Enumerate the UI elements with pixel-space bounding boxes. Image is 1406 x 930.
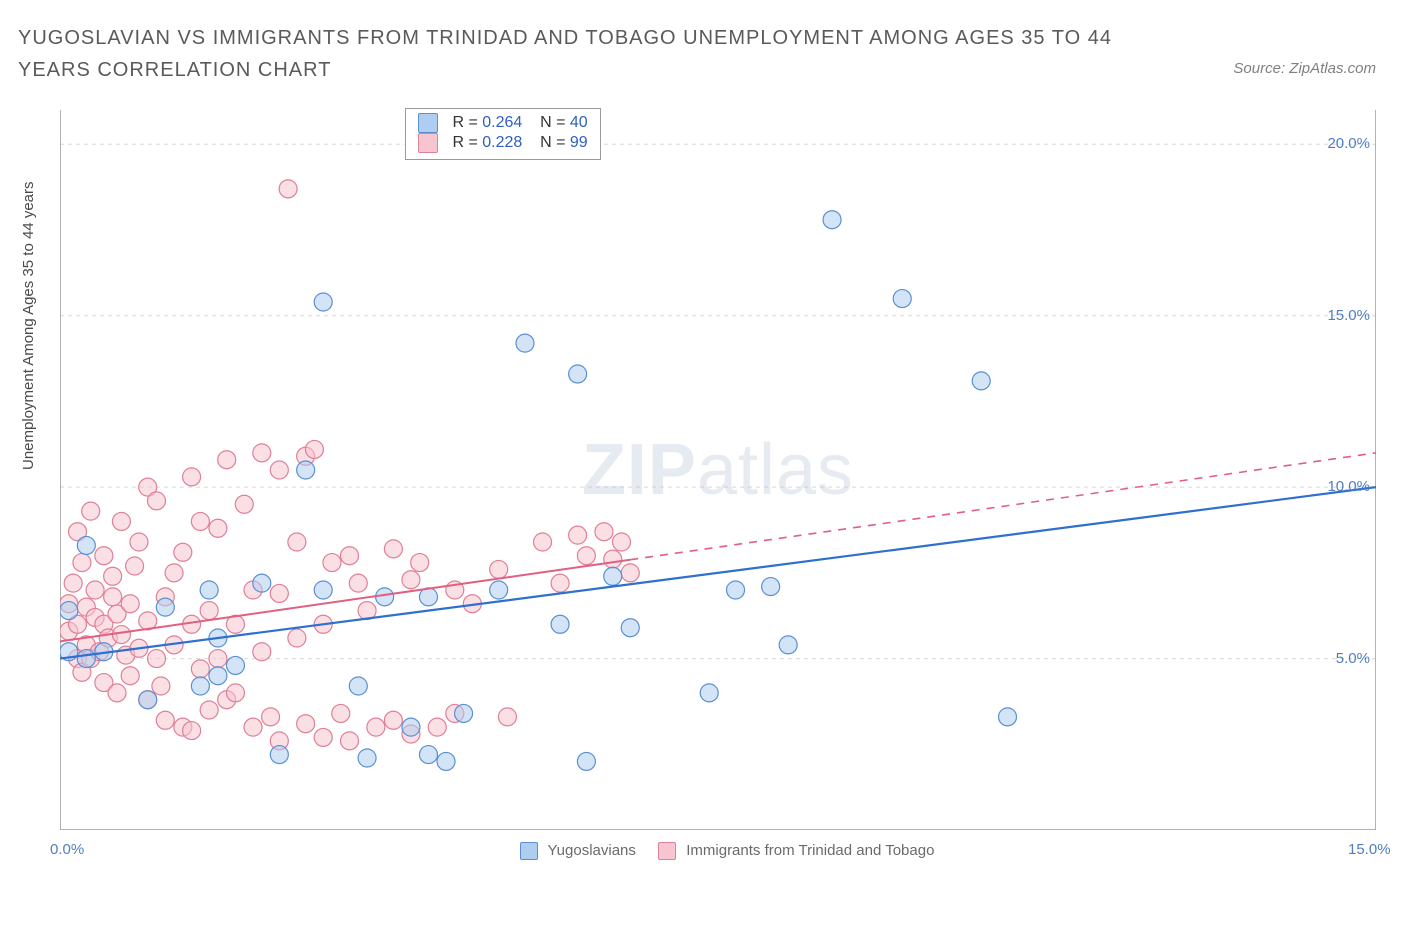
y-tick-label: 10.0%: [1327, 478, 1370, 495]
y-axis-label: Unemployment Among Ages 35 to 44 years: [20, 181, 37, 470]
stats-row-trinidad: R = 0.228 N = 99: [418, 133, 588, 153]
source-label: Source:: [1233, 60, 1285, 77]
swatch-trinidad: [418, 133, 438, 153]
y-tick-label: 5.0%: [1336, 650, 1370, 667]
page: YUGOSLAVIAN VS IMMIGRANTS FROM TRINIDAD …: [0, 0, 1406, 930]
scatter-chart-svg: [60, 110, 1376, 830]
legend-label-yugoslavians: Yugoslavians: [547, 842, 635, 859]
N-label: N =: [540, 114, 565, 131]
legend: Yugoslavians Immigrants from Trinidad an…: [60, 842, 1376, 860]
R-value-yugoslavians: 0.264: [482, 114, 522, 131]
chart-title: YUGOSLAVIAN VS IMMIGRANTS FROM TRINIDAD …: [18, 22, 1118, 86]
y-tick-label: 15.0%: [1327, 307, 1370, 324]
plot-area: ZIPatlas R = 0.264 N = 40 R = 0.228 N = …: [60, 110, 1376, 830]
correlation-stats-box: R = 0.264 N = 40 R = 0.228 N = 99: [405, 108, 601, 160]
R-value-trinidad: 0.228: [482, 134, 522, 151]
source-link[interactable]: ZipAtlas.com: [1289, 60, 1376, 77]
N-value-trinidad: 99: [570, 134, 588, 151]
R-label: R =: [452, 134, 477, 151]
legend-swatch-yugoslavians: [520, 842, 538, 860]
N-value-yugoslavians: 40: [570, 114, 588, 131]
legend-swatch-trinidad: [658, 842, 676, 860]
legend-label-trinidad: Immigrants from Trinidad and Tobago: [686, 842, 934, 859]
R-label: R =: [452, 114, 477, 131]
swatch-yugoslavians: [418, 113, 438, 133]
source-attribution: Source: ZipAtlas.com: [1233, 60, 1376, 77]
y-tick-label: 20.0%: [1327, 135, 1370, 152]
stats-row-yugoslavians: R = 0.264 N = 40: [418, 113, 588, 133]
N-label: N =: [540, 134, 565, 151]
